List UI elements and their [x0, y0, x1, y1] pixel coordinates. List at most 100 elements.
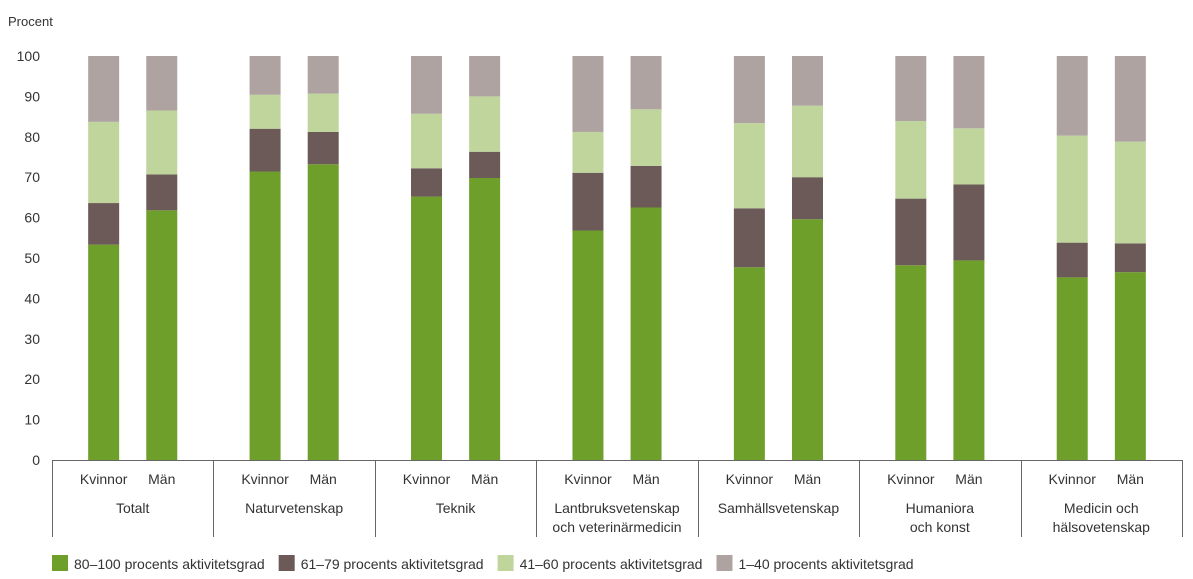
bar-segment-2 [895, 198, 927, 266]
y-tick-label: 100 [17, 48, 41, 64]
y-tick-label: 60 [24, 210, 40, 226]
x-bar-label: Män [632, 471, 659, 487]
bar-segment-1 [791, 219, 823, 460]
bar-segment-2 [146, 174, 178, 211]
bar-segment-1 [88, 244, 120, 460]
x-bar-label: Män [955, 471, 982, 487]
bar-segment-3 [249, 94, 281, 129]
y-axis-label: Procent [8, 14, 53, 29]
bar-segment-2 [630, 165, 662, 208]
bar-segment-3 [572, 131, 604, 173]
x-axis: Kvinnor Män Totalt Kvinnor Män Naturvetenskap… [52, 460, 1183, 537]
x-bar-label: Kvinnor [403, 471, 451, 487]
bar-segment-2 [1114, 243, 1146, 273]
y-axis: 0 10 20 30 40 50 60 70 80 90 100 [17, 48, 41, 468]
y-tick-label: 20 [24, 371, 40, 387]
bar-segment-3 [733, 123, 765, 209]
bar-segment-3 [1114, 141, 1146, 244]
bar-segment-1 [733, 267, 765, 460]
bar-segment-2 [791, 177, 823, 220]
x-group-label: Naturvetenskap [245, 500, 343, 516]
bar-segment-3 [1056, 135, 1088, 243]
bar-segment-3 [953, 128, 985, 185]
bar-segment-4 [411, 56, 443, 114]
bar-segment-2 [572, 172, 604, 231]
legend-swatch [716, 555, 733, 571]
bar-segment-3 [895, 121, 927, 199]
x-group-label: Totalt [116, 500, 150, 516]
legend-label: 1–40 procents aktivitetsgrad [738, 556, 913, 572]
legend-label: 80–100 procents aktivitetsgrad [74, 556, 265, 572]
x-group-label: och veterinärmedicin [552, 519, 681, 535]
bar-segment-1 [469, 178, 501, 460]
bar-segment-2 [1056, 242, 1088, 278]
x-bar-label: Kvinnor [887, 471, 935, 487]
bar-segment-4 [953, 56, 985, 129]
bar-segment-3 [411, 113, 443, 169]
y-tick-label: 10 [24, 412, 40, 428]
bar-segment-1 [307, 164, 339, 460]
bar-segment-4 [249, 56, 281, 95]
bar-segment-4 [1114, 56, 1146, 142]
bar-segment-1 [895, 265, 927, 460]
y-tick-label: 70 [24, 169, 40, 185]
legend-item-1: 80–100 procents aktivitetsgrad [52, 555, 265, 572]
bar-segment-2 [733, 208, 765, 268]
bar-segment-3 [630, 109, 662, 166]
x-bar-label: Män [1117, 471, 1144, 487]
y-tick-label: 0 [32, 452, 40, 468]
bar-segment-4 [630, 56, 662, 110]
legend-item-2: 61–79 procents aktivitetsgrad [278, 555, 484, 572]
x-bar-label: Kvinnor [564, 471, 612, 487]
legend: 80–100 procents aktivitetsgrad 61–79 proc… [52, 555, 914, 572]
bar-segment-3 [307, 93, 339, 132]
bar-segment-1 [953, 260, 985, 460]
x-bar-label: Män [794, 471, 821, 487]
bar-segment-4 [791, 56, 823, 106]
bar-segment-4 [307, 56, 339, 94]
legend-swatch [497, 555, 514, 571]
legend-label: 41–60 procents aktivitetsgrad [520, 556, 703, 572]
bar-segment-1 [146, 210, 178, 460]
x-group-label: hälsovetenskap [1053, 519, 1151, 535]
x-group-label: Medicin och [1064, 500, 1139, 516]
x-group-label: Humaniora [906, 500, 975, 516]
x-group-label: Lantbruksvetenskap [554, 500, 680, 516]
legend-swatch [52, 555, 68, 571]
bar-segment-3 [469, 96, 501, 152]
bar-segment-2 [953, 184, 985, 261]
x-bar-label: Män [310, 471, 337, 487]
bar-segment-1 [249, 171, 281, 460]
legend-swatch [278, 555, 295, 571]
bar-segment-4 [895, 56, 927, 122]
bar-segment-4 [1056, 56, 1088, 136]
x-group-label: Teknik [436, 500, 477, 516]
y-tick-label: 30 [24, 331, 40, 347]
x-bar-label: Män [148, 471, 175, 487]
bar-segment-4 [469, 56, 501, 97]
bar-segment-2 [249, 128, 281, 172]
x-bar-label: Kvinnor [80, 471, 128, 487]
bar-segment-2 [411, 168, 443, 197]
y-tick-label: 50 [24, 250, 40, 266]
legend-item-4: 1–40 procents aktivitetsgrad [716, 555, 914, 572]
x-bar-label: Kvinnor [241, 471, 289, 487]
bar-segment-2 [307, 131, 339, 165]
bar-segment-1 [1056, 277, 1088, 460]
bar-segment-3 [146, 110, 178, 175]
x-bar-label: Kvinnor [1048, 471, 1096, 487]
x-group-label: Samhällsvetenskap [718, 500, 840, 516]
y-tick-label: 80 [24, 129, 40, 145]
y-tick-label: 90 [24, 88, 40, 104]
bar-segment-4 [572, 56, 604, 132]
bar-segment-2 [469, 151, 501, 179]
bar-segment-3 [88, 121, 120, 204]
y-tick-label: 40 [24, 290, 40, 306]
x-group-label: och konst [910, 519, 970, 535]
bar-segment-4 [733, 56, 765, 124]
bar-segment-1 [630, 207, 662, 460]
bar-segment-1 [572, 230, 604, 460]
bar-segment-1 [411, 196, 443, 461]
bar-segment-2 [88, 203, 120, 245]
